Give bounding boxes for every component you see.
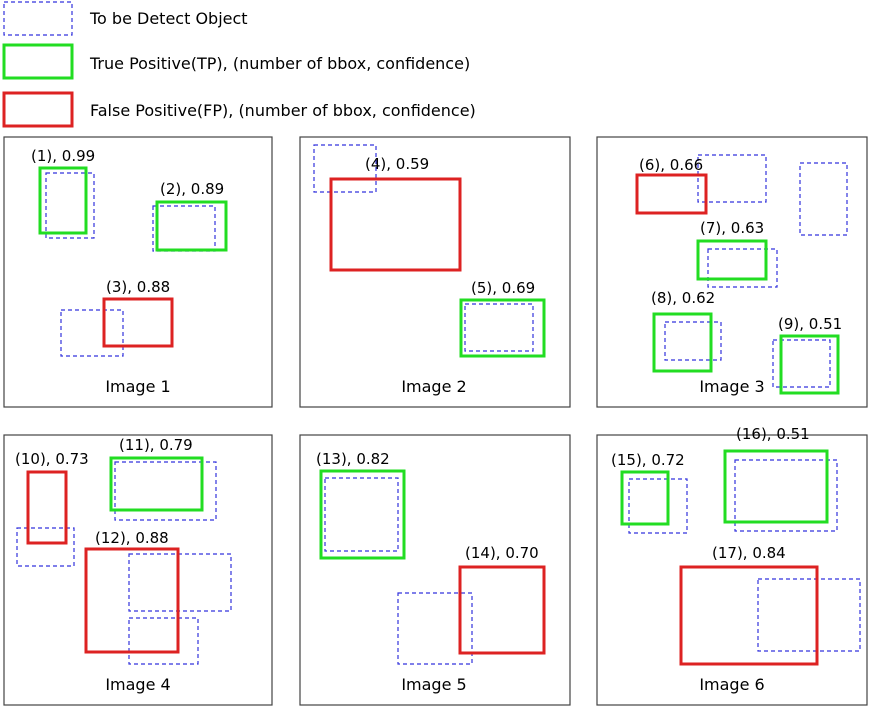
detection-label: (6), 0.66 bbox=[639, 156, 703, 174]
legend-label-fp: False Positive(FP), (number of bbox, con… bbox=[90, 101, 476, 120]
ground-truth-box bbox=[757, 578, 861, 652]
image-frame bbox=[3, 136, 273, 408]
detection-box-tp bbox=[652, 312, 713, 373]
ground-truth-box bbox=[697, 154, 767, 203]
legend-label-target: To be Detect Object bbox=[89, 9, 248, 28]
ground-truth-box bbox=[128, 553, 232, 612]
detection-label: (11), 0.79 bbox=[119, 436, 193, 454]
image-title: Image 1 bbox=[105, 377, 170, 396]
image-panel-6: (15), 0.72 (16), 0.51 (17), 0.84 Image 6 bbox=[596, 425, 868, 706]
ground-truth-box bbox=[664, 321, 722, 361]
detection-label: (5), 0.69 bbox=[471, 279, 535, 297]
detection-box-tp bbox=[696, 239, 768, 281]
legend-swatch-target bbox=[3, 1, 73, 36]
legend-swatch-tp bbox=[2, 43, 74, 80]
detection-label: (1), 0.99 bbox=[31, 147, 95, 165]
detection-box-fp bbox=[26, 470, 68, 545]
detection-label: (8), 0.62 bbox=[651, 289, 715, 307]
detection-label: (15), 0.72 bbox=[611, 451, 685, 469]
detection-label: (13), 0.82 bbox=[316, 450, 390, 468]
image-title: Image 2 bbox=[401, 377, 466, 396]
detection-box-fp bbox=[102, 297, 174, 348]
ground-truth-box bbox=[128, 617, 199, 665]
ground-truth-box bbox=[152, 205, 216, 252]
detection-label: (7), 0.63 bbox=[700, 219, 764, 237]
ground-truth-box bbox=[734, 459, 838, 532]
detection-box-tp bbox=[620, 470, 670, 526]
detection-label: (9), 0.51 bbox=[778, 315, 842, 333]
legend: To be Detect Object True Positive(TP), (… bbox=[2, 1, 476, 128]
detection-label: (10), 0.73 bbox=[15, 450, 89, 468]
detection-box-tp bbox=[38, 166, 88, 235]
ground-truth-box bbox=[45, 172, 95, 239]
image-panel-4: (10), 0.73 (11), 0.79 (12), 0.88 Image 4 bbox=[3, 434, 273, 706]
image-frame bbox=[299, 434, 571, 706]
detection-label: (12), 0.88 bbox=[95, 529, 169, 547]
detection-box-tp bbox=[155, 200, 228, 252]
detection-box-tp bbox=[459, 298, 546, 358]
detection-box-tp bbox=[723, 449, 829, 524]
detection-box-tp bbox=[319, 469, 406, 560]
detection-box-tp bbox=[109, 456, 204, 512]
ground-truth-box bbox=[114, 461, 217, 521]
image-frame bbox=[596, 434, 868, 706]
ground-truth-box bbox=[628, 478, 688, 534]
legend-swatch-fp bbox=[2, 91, 74, 128]
ground-truth-box bbox=[707, 248, 778, 288]
detection-label: (17), 0.84 bbox=[712, 544, 786, 562]
ground-truth-box bbox=[324, 477, 399, 552]
detection-box-fp bbox=[635, 173, 708, 215]
image-panel-2: (4), 0.59 (5), 0.69 Image 2 bbox=[299, 136, 571, 408]
image-panel-3: (6), 0.66 (7), 0.63 (8), 0.62 (9), 0.51 … bbox=[596, 136, 868, 408]
ground-truth-box bbox=[60, 309, 124, 357]
detection-box-fp bbox=[329, 177, 462, 272]
image-frame bbox=[299, 136, 571, 408]
detection-box-fp bbox=[458, 565, 546, 655]
detection-box-fp bbox=[679, 565, 819, 666]
legend-label-tp: True Positive(TP), (number of bbox, conf… bbox=[89, 54, 470, 73]
ground-truth-box bbox=[464, 303, 534, 352]
ground-truth-box bbox=[772, 339, 831, 388]
image-frame bbox=[596, 136, 868, 408]
ground-truth-box bbox=[397, 592, 473, 665]
ground-truth-box bbox=[16, 527, 75, 567]
ground-truth-box bbox=[313, 144, 377, 193]
detection-box-fp bbox=[84, 547, 180, 654]
image-title: Image 5 bbox=[401, 675, 466, 694]
detection-label: (3), 0.88 bbox=[106, 278, 170, 296]
image-title: Image 3 bbox=[699, 377, 764, 396]
image-frame bbox=[3, 434, 273, 706]
detection-label: (16), 0.51 bbox=[736, 425, 810, 443]
ground-truth-box bbox=[799, 162, 848, 236]
detection-label: (4), 0.59 bbox=[365, 155, 429, 173]
detection-label: (14), 0.70 bbox=[465, 544, 539, 562]
image-title: Image 6 bbox=[699, 675, 764, 694]
image-panel-5: (13), 0.82 (14), 0.70 Image 5 bbox=[299, 434, 571, 706]
detection-box-tp bbox=[779, 334, 840, 395]
image-panel-1: (1), 0.99 (2), 0.89 (3), 0.88 Image 1 bbox=[3, 136, 273, 408]
image-title: Image 4 bbox=[105, 675, 170, 694]
detection-label: (2), 0.89 bbox=[160, 180, 224, 198]
